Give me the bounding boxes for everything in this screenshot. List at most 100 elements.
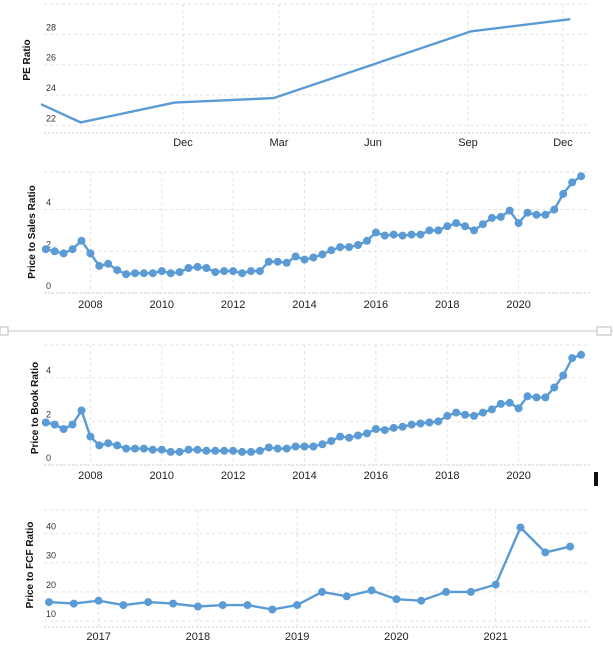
price-to-sales-data-point[interactable] [157,267,166,276]
price-to-fcf-data-point[interactable] [417,596,426,605]
price-to-fcf-data-point[interactable] [318,587,326,596]
price-to-book-data-point[interactable] [220,446,229,455]
price-to-sales-data-point[interactable] [523,208,532,217]
price-to-sales-data-point[interactable] [550,205,559,214]
price-to-book-data-point[interactable] [434,417,443,426]
price-to-sales-data-point[interactable] [175,268,184,277]
price-to-sales-data-point[interactable] [291,252,300,261]
price-to-fcf-data-point[interactable] [566,542,575,551]
price-to-sales-data-point[interactable] [568,178,577,187]
price-to-fcf-data-point[interactable] [45,598,53,607]
price-to-book-data-point[interactable] [104,439,113,448]
price-to-sales-data-point[interactable] [434,226,443,235]
price-to-sales-data-point[interactable] [363,236,371,245]
price-to-book-data-point[interactable] [559,371,568,380]
price-to-sales-data-point[interactable] [166,269,175,278]
price-to-sales-data-point[interactable] [380,231,389,240]
price-to-sales-data-point[interactable] [354,241,362,249]
price-to-sales-data-point[interactable] [371,228,380,237]
price-to-fcf-data-point[interactable] [94,596,103,605]
price-to-book-data-point[interactable] [238,447,247,456]
price-to-book-data-point[interactable] [363,429,371,438]
price-to-sales-data-point[interactable] [282,258,291,267]
price-to-book-data-point[interactable] [229,446,238,455]
price-to-book-data-point[interactable] [371,425,380,433]
price-to-book-data-point[interactable] [470,411,478,420]
price-to-sales-data-point[interactable] [86,249,95,258]
price-to-fcf-data-point[interactable] [169,599,178,608]
price-to-sales-data-point[interactable] [131,269,139,278]
price-to-book-data-point[interactable] [300,442,309,451]
price-to-book-data-point[interactable] [380,426,389,435]
price-to-book-data-point[interactable] [148,445,157,454]
price-to-book-data-point[interactable] [95,441,104,450]
price-to-book-data-point[interactable] [318,440,327,449]
price-to-book-data-point[interactable] [327,437,336,445]
price-to-sales-data-point[interactable] [255,267,264,276]
price-to-sales-data-point[interactable] [77,236,86,245]
price-to-book-data-point[interactable] [264,443,273,452]
price-to-book-data-point[interactable] [255,446,264,455]
price-to-sales-data-point[interactable] [407,230,416,239]
price-to-sales-data-point[interactable] [139,269,148,278]
price-to-book-data-point[interactable] [193,445,202,454]
price-to-sales-data-point[interactable] [452,219,461,228]
price-to-book-data-point[interactable] [291,442,300,451]
price-to-sales-data-point[interactable] [461,222,470,231]
price-to-fcf-data-point[interactable] [367,586,376,595]
price-to-sales-data-point[interactable] [577,172,586,181]
price-to-sales-data-point[interactable] [104,259,113,268]
price-to-book-data-point[interactable] [41,418,50,427]
price-to-sales-data-point[interactable] [50,247,59,256]
price-to-book-data-point[interactable] [568,354,577,363]
price-to-sales-data-point[interactable] [300,255,309,264]
price-to-book-data-point[interactable] [247,447,255,456]
price-to-book-data-point[interactable] [139,444,148,453]
price-to-book-data-point[interactable] [68,420,77,429]
price-to-fcf-data-point[interactable] [119,601,128,610]
price-to-fcf-data-point[interactable] [541,548,550,557]
price-to-book-data-point[interactable] [113,441,122,450]
price-to-book-data-point[interactable] [59,425,68,433]
price-to-sales-data-point[interactable] [193,262,202,271]
price-to-sales-data-point[interactable] [220,267,229,276]
price-to-sales-data-point[interactable] [59,249,68,258]
price-to-sales-data-point[interactable] [470,226,478,235]
price-to-book-data-point[interactable] [345,433,354,442]
price-to-fcf-data-point[interactable] [193,602,202,611]
price-to-book-data-point[interactable] [523,392,532,401]
price-to-book-data-point[interactable] [407,420,416,429]
price-to-book-data-point[interactable] [273,444,282,453]
price-to-fcf-data-point[interactable] [491,580,500,589]
price-to-sales-data-point[interactable] [416,230,425,239]
price-to-sales-data-point[interactable] [487,213,496,222]
price-to-sales-data-point[interactable] [264,257,273,266]
price-to-book-data-point[interactable] [166,447,175,456]
price-to-sales-data-point[interactable] [41,245,50,254]
price-to-book-data-point[interactable] [184,445,193,454]
price-to-book-data-point[interactable] [202,446,211,455]
price-to-book-data-point[interactable] [541,393,550,402]
price-to-sales-data-point[interactable] [309,253,318,262]
price-to-book-data-point[interactable] [550,383,559,392]
price-to-sales-data-point[interactable] [478,220,487,229]
price-to-sales-data-point[interactable] [148,269,157,278]
price-to-fcf-data-point[interactable] [466,587,475,596]
price-to-sales-data-point[interactable] [211,268,220,277]
price-to-fcf-data-point[interactable] [218,601,227,610]
price-to-book-data-point[interactable] [309,442,318,451]
price-to-book-data-point[interactable] [175,447,184,456]
price-to-book-data-point[interactable] [425,418,434,427]
price-to-sales-data-point[interactable] [318,250,327,259]
price-to-book-data-point[interactable] [282,444,291,453]
price-to-book-data-point[interactable] [514,404,523,413]
price-to-fcf-data-point[interactable] [392,595,401,604]
price-to-sales-data-point[interactable] [202,264,211,272]
price-to-book-data-point[interactable] [131,444,139,453]
price-to-book-data-point[interactable] [443,411,452,420]
price-to-sales-data-point[interactable] [389,230,398,239]
price-to-fcf-data-point[interactable] [69,599,78,608]
price-to-sales-data-point[interactable] [443,222,452,231]
price-to-sales-data-point[interactable] [113,266,122,275]
price-to-book-data-point[interactable] [354,431,362,440]
